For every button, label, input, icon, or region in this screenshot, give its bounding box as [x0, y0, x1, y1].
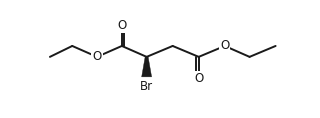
Text: O: O: [117, 19, 126, 32]
Polygon shape: [142, 57, 152, 77]
Text: O: O: [92, 50, 102, 63]
Text: O: O: [194, 72, 203, 85]
Text: O: O: [220, 39, 229, 53]
Text: Br: Br: [140, 80, 153, 93]
